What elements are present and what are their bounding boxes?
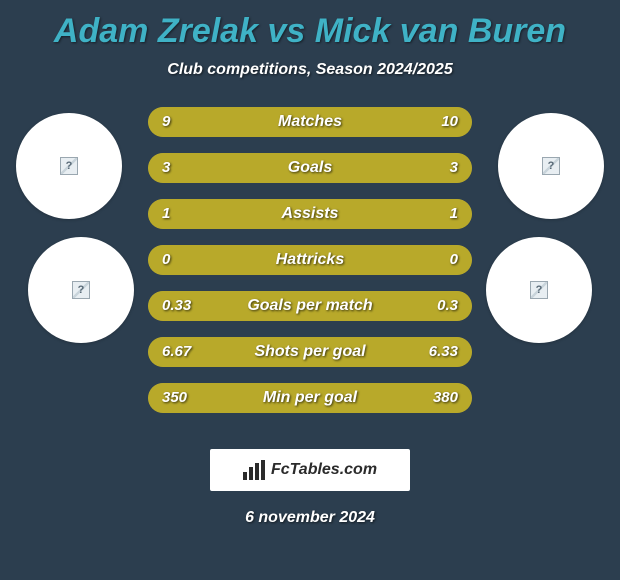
branding-badge: FcTables.com [210,449,410,491]
avatar-right-club: ? [486,237,592,343]
title-separator: vs [267,12,305,50]
stat-row: 910Matches [148,107,472,137]
stat-label: Hattricks [148,245,472,275]
player-right-name: Mick van Buren [315,12,566,50]
stat-label: Assists [148,199,472,229]
stat-label: Min per goal [148,383,472,413]
avatar-left-club: ? [28,237,134,343]
stat-label: Matches [148,107,472,137]
image-placeholder-icon: ? [60,157,78,175]
subtitle: Club competitions, Season 2024/2025 [10,61,610,79]
avatar-left-player: ? [16,113,122,219]
stat-row: 350380Min per goal [148,383,472,413]
stat-row: 6.676.33Shots per goal [148,337,472,367]
stat-row: 00Hattricks [148,245,472,275]
branding-text: FcTables.com [271,461,377,479]
stat-label: Shots per goal [148,337,472,367]
page-title: Adam Zrelak vs Mick van Buren [10,12,610,51]
content-area: ? ? ? ? 910Matches 33Goals 11Assists 00Hatt… [10,107,610,427]
stat-label: Goals per match [148,291,472,321]
stat-bars: 910Matches 33Goals 11Assists 00Hattricks 0.3… [148,107,472,429]
stat-row: 0.330.3Goals per match [148,291,472,321]
image-placeholder-icon: ? [530,281,548,299]
player-left-name: Adam Zrelak [54,12,258,50]
avatar-right-player: ? [498,113,604,219]
datestamp: 6 november 2024 [10,509,610,527]
bar-chart-icon [243,460,265,480]
stat-label: Goals [148,153,472,183]
stat-row: 11Assists [148,199,472,229]
comparison-card: Adam Zrelak vs Mick van Buren Club compe… [0,0,620,580]
image-placeholder-icon: ? [72,281,90,299]
stat-row: 33Goals [148,153,472,183]
image-placeholder-icon: ? [542,157,560,175]
